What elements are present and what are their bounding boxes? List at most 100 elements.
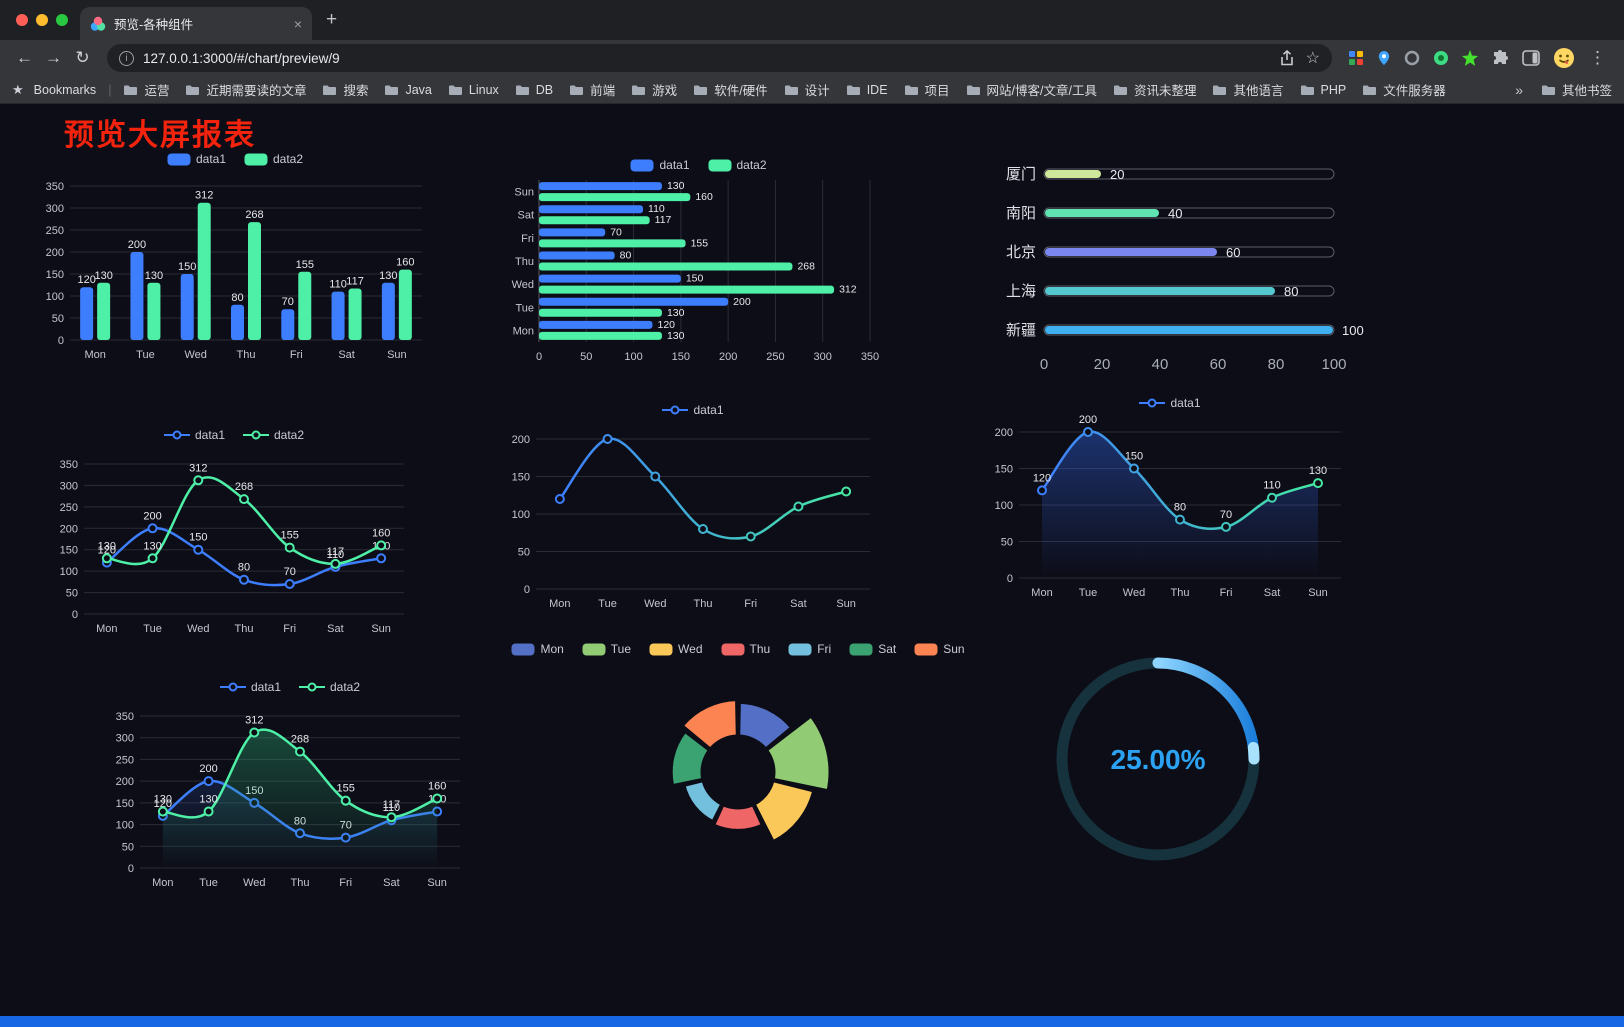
legend-item[interactable]: data2 xyxy=(244,152,303,166)
legend-item[interactable]: Fri xyxy=(788,642,831,656)
svg-text:厦门: 厦门 xyxy=(1006,166,1036,183)
svg-text:130: 130 xyxy=(379,270,397,282)
svg-text:Fri: Fri xyxy=(339,877,352,889)
svg-text:150: 150 xyxy=(116,798,134,810)
svg-text:200: 200 xyxy=(143,510,161,522)
address-bar[interactable]: i 127.0.0.1:3000/#/chart/preview/9 ☆ xyxy=(107,44,1332,72)
extension-grid-icon[interactable] xyxy=(1348,50,1364,66)
legend-item[interactable]: data1 xyxy=(630,158,690,172)
legend-label: data2 xyxy=(736,158,767,172)
site-info-icon[interactable]: i xyxy=(119,50,134,66)
svg-text:20: 20 xyxy=(1110,167,1124,182)
bookmark-folder-label: 游戏 xyxy=(652,84,678,98)
bookmark-folder[interactable]: 近期需要读的文章 xyxy=(185,80,306,99)
svg-text:150: 150 xyxy=(672,351,690,363)
extension-pin-icon[interactable] xyxy=(1377,50,1391,66)
extensions-cluster xyxy=(1348,47,1575,69)
svg-text:200: 200 xyxy=(128,239,146,251)
legend-item[interactable]: data1 xyxy=(219,680,281,694)
legend-item[interactable]: Mon xyxy=(511,642,564,656)
legend-item[interactable]: data2 xyxy=(243,428,304,442)
bookmark-folder[interactable]: Java xyxy=(384,83,432,97)
legend-item[interactable]: Sat xyxy=(849,642,896,656)
reload-button[interactable]: ↻ xyxy=(75,48,90,67)
svg-text:110: 110 xyxy=(1263,480,1281,492)
svg-text:40: 40 xyxy=(1168,206,1182,221)
svg-text:100: 100 xyxy=(624,351,642,363)
svg-text:120: 120 xyxy=(77,274,95,286)
legend-label: data2 xyxy=(274,428,305,442)
svg-text:150: 150 xyxy=(995,464,1013,476)
line-chart-gradient: data1 0 50 100 150 200 Mon Tue Wed Thu Fri Sat Sun xyxy=(500,399,886,615)
bookmark-folder[interactable]: DB xyxy=(515,83,553,97)
bookmark-folder[interactable]: PHP xyxy=(1300,83,1346,97)
legend-item[interactable]: Sun xyxy=(914,642,965,656)
bookmark-folder[interactable]: Linux xyxy=(448,83,499,97)
svg-text:Thu: Thu xyxy=(237,349,256,361)
share-icon[interactable] xyxy=(1280,50,1294,66)
legend-item[interactable]: data1 xyxy=(167,152,226,166)
new-tab-button[interactable]: + xyxy=(326,9,338,30)
svg-text:350: 350 xyxy=(46,181,64,193)
profile-avatar[interactable] xyxy=(1553,47,1575,69)
bookmark-folder[interactable]: 游戏 xyxy=(631,80,677,99)
legend-label: Mon xyxy=(540,642,564,656)
bookmark-folder[interactable]: 网站/博客/文章/工具 xyxy=(966,80,1097,99)
legend-item[interactable]: data1 xyxy=(1139,396,1201,410)
bookmarks-star-icon[interactable]: ★ xyxy=(12,81,24,97)
bookmark-folder[interactable]: IDE xyxy=(846,83,888,97)
bookmarks-label[interactable]: Bookmarks xyxy=(33,82,97,97)
bookmark-folder[interactable]: 前端 xyxy=(569,80,615,99)
svg-text:130: 130 xyxy=(154,794,172,806)
legend-item[interactable]: data1 xyxy=(662,403,724,417)
extension-star-icon[interactable] xyxy=(1462,50,1478,66)
svg-text:70: 70 xyxy=(282,296,294,308)
bookmark-folder[interactable]: 资讯未整理 xyxy=(1113,80,1196,99)
window-zoom-button[interactable] xyxy=(56,14,68,26)
bookmark-folder[interactable]: 文件服务器 xyxy=(1362,80,1446,99)
svg-text:Tue: Tue xyxy=(136,349,155,361)
bookmark-folder[interactable]: 设计 xyxy=(784,80,830,99)
tab-close-icon[interactable]: × xyxy=(293,15,302,32)
svg-text:20: 20 xyxy=(1094,356,1111,373)
legend-item[interactable]: data2 xyxy=(708,158,767,172)
bookmark-folder[interactable]: 运营 xyxy=(123,80,169,99)
menu-kebab-icon[interactable]: ⋮ xyxy=(1589,48,1606,67)
window-close-button[interactable] xyxy=(16,14,28,26)
legend-item[interactable]: Wed xyxy=(649,642,703,656)
back-button[interactable]: ← xyxy=(16,48,33,67)
legend-item[interactable]: data2 xyxy=(299,680,360,694)
svg-text:Thu: Thu xyxy=(235,623,254,635)
legend-item[interactable]: Tue xyxy=(582,642,631,656)
svg-text:150: 150 xyxy=(46,269,64,281)
svg-text:300: 300 xyxy=(46,203,64,215)
svg-text:50: 50 xyxy=(66,588,78,600)
svg-text:100: 100 xyxy=(46,291,64,303)
svg-text:312: 312 xyxy=(839,284,857,296)
window-minimize-button[interactable] xyxy=(36,14,48,26)
bookmark-folder[interactable]: 项目 xyxy=(904,80,950,99)
svg-text:110: 110 xyxy=(383,802,401,814)
legend-item[interactable]: Thu xyxy=(721,642,770,656)
extension-circle-icon[interactable] xyxy=(1404,50,1420,66)
bookmarks-overflow-chevron[interactable]: » xyxy=(1515,81,1523,98)
svg-text:Sun: Sun xyxy=(514,187,534,199)
bookmark-folder[interactable]: 其他语言 xyxy=(1212,80,1284,99)
other-bookmarks-folder[interactable]: 其他书签 xyxy=(1541,80,1612,99)
svg-text:155: 155 xyxy=(296,259,314,271)
bookmark-star-icon[interactable]: ☆ xyxy=(1305,50,1320,67)
svg-text:150: 150 xyxy=(178,261,196,273)
svg-text:100: 100 xyxy=(60,566,78,578)
extensions-puzzle-icon[interactable] xyxy=(1491,49,1509,67)
forward-button[interactable]: → xyxy=(45,48,62,67)
legend-item[interactable]: data1 xyxy=(163,428,225,442)
browser-tab[interactable]: 预览-各种组件 × xyxy=(80,7,312,40)
svg-text:200: 200 xyxy=(1079,414,1097,426)
bookmark-folder[interactable]: 搜索 xyxy=(322,80,368,99)
svg-text:0: 0 xyxy=(524,584,530,596)
svg-text:200: 200 xyxy=(116,776,134,788)
side-panel-icon[interactable] xyxy=(1522,50,1540,66)
bookmark-folder[interactable]: 软件/硬件 xyxy=(693,80,768,99)
svg-text:40: 40 xyxy=(1152,356,1169,373)
extension-green-dot-icon[interactable] xyxy=(1433,50,1449,66)
